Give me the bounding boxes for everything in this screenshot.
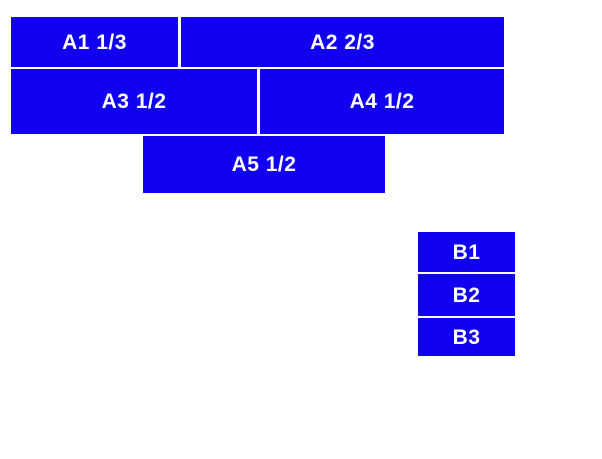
- cell-b2-label: B2: [452, 283, 481, 307]
- cell-b3-label: B3: [452, 325, 481, 349]
- cell-b1[interactable]: B1: [418, 232, 515, 272]
- cell-a2[interactable]: A2 2/3: [181, 17, 504, 67]
- cell-b2[interactable]: B2: [418, 274, 515, 316]
- cell-a5-label: A5 1/2: [231, 153, 297, 176]
- cell-a2-label: A2 2/3: [310, 30, 375, 54]
- cell-a5[interactable]: A5 1/2: [143, 136, 385, 193]
- cell-a4[interactable]: A4 1/2: [260, 69, 504, 134]
- cell-a3-label: A3 1/2: [101, 90, 167, 113]
- cell-a3[interactable]: A3 1/2: [11, 69, 257, 134]
- cell-a1-label: A1 1/3: [62, 30, 127, 54]
- cell-a4-label: A4 1/2: [349, 90, 415, 113]
- cell-a1[interactable]: A1 1/3: [11, 17, 178, 67]
- cell-b1-label: B1: [452, 240, 481, 264]
- cell-b3[interactable]: B3: [418, 318, 515, 356]
